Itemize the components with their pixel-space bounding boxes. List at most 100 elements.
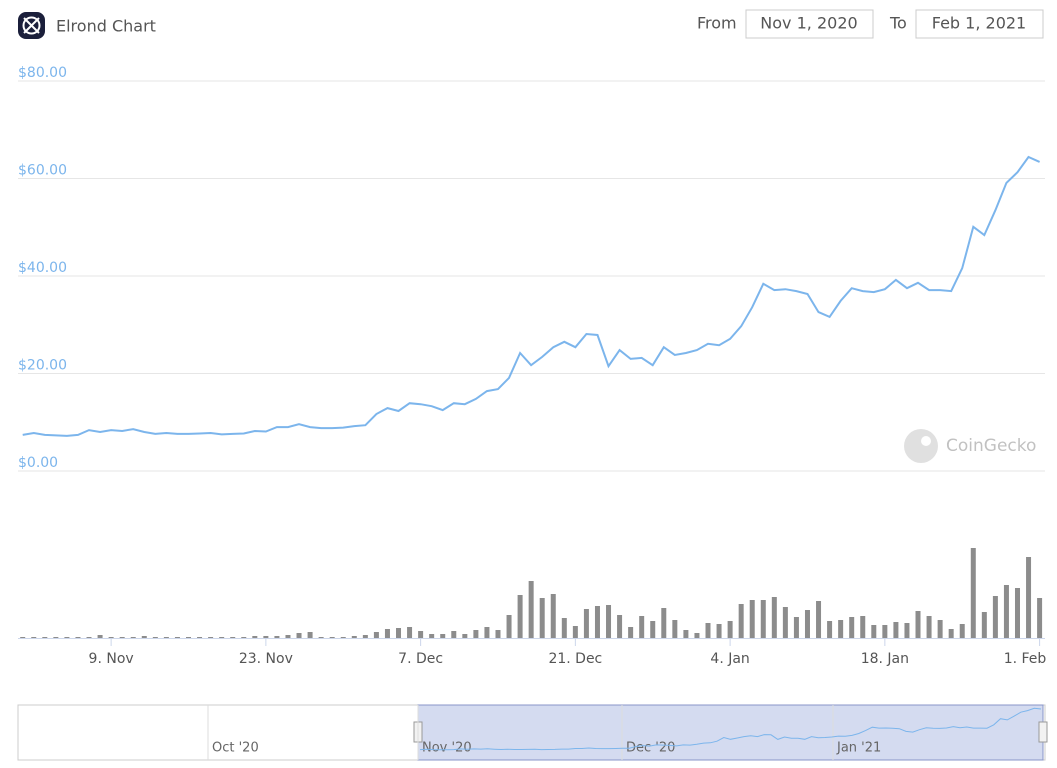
volume-bar: [208, 637, 214, 638]
volume-bar: [915, 611, 921, 638]
navigator-handle[interactable]: [1038, 721, 1048, 743]
chart-title: Elrond Chart: [56, 17, 156, 36]
to-label: To: [889, 14, 907, 33]
volume-bar: [849, 617, 855, 638]
volume-bar: [53, 637, 59, 638]
volume-bar: [462, 634, 468, 638]
x-tick-label: 21. Dec: [548, 651, 602, 667]
x-tick-label: 7. Dec: [398, 651, 443, 667]
volume-bar: [539, 598, 545, 638]
x-tick-label: 18. Jan: [861, 651, 909, 667]
volume-bar: [650, 621, 656, 638]
volume-bar: [130, 637, 136, 638]
from-date[interactable]: Nov 1, 2020: [760, 14, 857, 33]
logo-cross: [23, 17, 40, 34]
volume-bar: [20, 637, 26, 638]
volume-bar: [860, 616, 866, 638]
volume-bar: [230, 637, 236, 638]
volume-bar: [716, 624, 722, 638]
volume-bar: [451, 631, 457, 638]
volume-bar: [263, 636, 269, 638]
volume-bar: [185, 637, 191, 638]
volume-bar: [893, 622, 899, 638]
from-input[interactable]: [745, 9, 874, 39]
volume-bar: [606, 605, 612, 638]
y-tick-label: $60.00: [18, 163, 67, 179]
volume-bar: [252, 636, 258, 638]
x-tick-label: 9. Nov: [89, 651, 134, 667]
volume-bar: [1014, 588, 1020, 638]
watermark-text: CoinGecko: [946, 436, 1036, 456]
volume-bar: [429, 634, 435, 638]
volume-bar: [219, 637, 225, 638]
volume-bar: [760, 600, 766, 638]
volume-bar: [727, 621, 733, 638]
watermark-icon: [904, 429, 938, 463]
to-date[interactable]: Feb 1, 2021: [932, 14, 1026, 33]
logo-ring: [22, 16, 41, 35]
volume-bar: [594, 606, 600, 638]
price-line: [22, 155, 1041, 437]
volume-bar: [948, 629, 954, 638]
volume-bar: [694, 633, 700, 638]
volume-bar: [793, 617, 799, 638]
volume-bar: [517, 595, 523, 638]
volume-bar: [959, 624, 965, 638]
volume-bar: [31, 637, 37, 638]
volume-bar: [804, 610, 810, 638]
volume-bar: [871, 625, 877, 638]
volume-bar: [384, 629, 390, 638]
y-tick-label: $80.00: [18, 65, 67, 81]
volume-bar: [64, 637, 70, 638]
volume-bar: [97, 635, 103, 638]
volume-bar: [705, 623, 711, 638]
volume-bar: [108, 637, 114, 638]
volume-bar: [274, 636, 280, 638]
volume-bar: [749, 600, 755, 638]
volume-bar: [617, 615, 623, 638]
volume-bar: [329, 637, 335, 638]
volume-bar: [75, 637, 81, 638]
volume-bar: [661, 608, 667, 638]
volume-bar: [970, 548, 976, 638]
volume-bar: [152, 637, 158, 638]
volume-bar: [672, 620, 678, 638]
volume-bar: [307, 632, 313, 638]
watermark: CoinGecko: [904, 429, 1036, 463]
y-tick-label: $0.00: [18, 455, 58, 471]
volume-bar: [407, 627, 413, 638]
volume-bar: [141, 636, 147, 638]
navigator-label: Dec '20: [626, 741, 675, 756]
volume-bar: [981, 612, 987, 638]
volume-bar: [827, 621, 833, 638]
volume-bar: [197, 637, 203, 638]
navigator-selection[interactable]: [417, 704, 1044, 761]
volume-bar: [1003, 585, 1009, 638]
volume-bar: [473, 630, 479, 638]
navigator-label: Jan '21: [836, 741, 881, 756]
x-tick-label: 1. Feb: [1004, 651, 1047, 667]
volume-bar: [628, 627, 634, 638]
volume-bar: [440, 634, 446, 638]
volume-bar: [738, 604, 744, 638]
volume-bar: [42, 637, 48, 638]
x-tick-label: 4. Jan: [710, 651, 749, 667]
volume-bar: [561, 618, 567, 638]
volume-bar: [174, 637, 180, 638]
volume-bar: [119, 637, 125, 638]
volume-bar: [318, 637, 324, 638]
to-input[interactable]: [915, 9, 1044, 39]
volume-bar: [285, 635, 291, 638]
volume-bar: [572, 626, 578, 638]
volume-bar: [528, 581, 534, 638]
volume-bar: [1037, 598, 1043, 638]
navigator-label: Oct '20: [212, 741, 259, 756]
volume-bar: [550, 594, 556, 638]
volume-bar: [296, 633, 302, 638]
volume-bar: [782, 607, 788, 638]
logo: [18, 12, 45, 39]
volume-bar: [1026, 557, 1032, 638]
volume-bar: [639, 616, 645, 638]
volume-bar: [362, 635, 368, 638]
